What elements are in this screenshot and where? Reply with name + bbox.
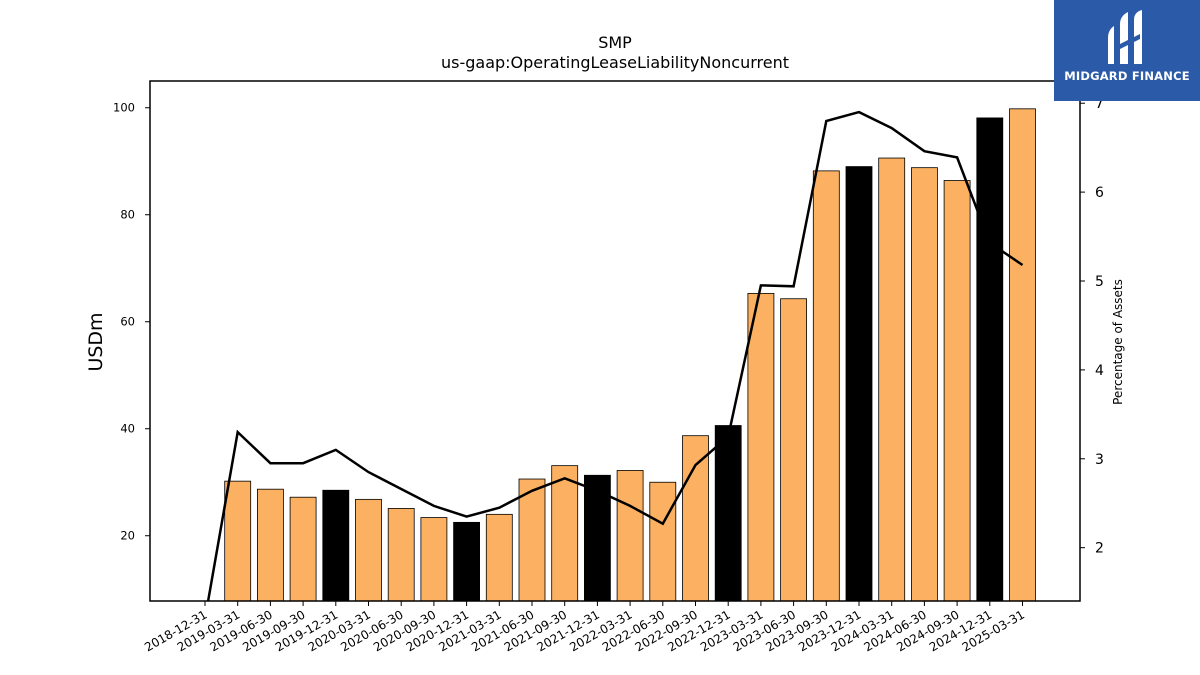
chart-title: SMP xyxy=(598,33,632,52)
y-tick-label: 20 xyxy=(120,529,135,543)
percentage-line xyxy=(206,110,1024,601)
bar-2021-12-31 xyxy=(584,474,611,602)
bar-2022-12-31 xyxy=(714,425,742,602)
bar-2019-03-31 xyxy=(224,480,252,602)
bar-2019-12-31 xyxy=(322,489,350,602)
brand-logo: MIDGARD FINANCE xyxy=(1054,0,1200,101)
y2-tick-label: 3 xyxy=(1095,452,1104,468)
bar-2025-03-31 xyxy=(1009,108,1036,602)
y2-tick-label: 6 xyxy=(1095,185,1104,201)
y2-axis-label: Percentage of Assets xyxy=(1111,279,1125,405)
bar-2022-03-31 xyxy=(616,470,644,602)
bar-2024-06-30 xyxy=(911,167,938,602)
y2-tick-label: 4 xyxy=(1095,363,1104,379)
bar-2019-06-30 xyxy=(256,488,284,602)
bar-2020-12-31 xyxy=(453,521,481,602)
bar-2020-03-31 xyxy=(355,498,382,602)
bar-2023-06-30 xyxy=(780,298,807,602)
line-series xyxy=(206,110,1024,601)
bar-2022-06-30 xyxy=(649,481,677,602)
brand-mark-icon xyxy=(1108,10,1142,64)
bar-2023-09-30 xyxy=(812,170,840,602)
bar-2023-12-31 xyxy=(845,166,873,602)
y-tick-label: 40 xyxy=(120,422,135,436)
brand-name: MIDGARD FINANCE xyxy=(1064,69,1190,83)
bar-2021-09-30 xyxy=(551,465,579,602)
y-tick-label: 80 xyxy=(120,208,135,222)
bar-series xyxy=(224,108,1036,602)
y2-tick-label: 7 xyxy=(1095,96,1104,112)
bar-2024-03-31 xyxy=(878,157,906,602)
y2-tick-label: 2 xyxy=(1095,541,1104,557)
bar-2023-03-31 xyxy=(747,292,775,602)
bar-2019-09-30 xyxy=(289,496,317,602)
plot-frame xyxy=(149,80,1081,602)
bar-2021-03-31 xyxy=(485,513,513,602)
bar-2022-09-30 xyxy=(682,435,709,602)
y-tick-label: 100 xyxy=(113,101,135,115)
bar-2020-06-30 xyxy=(387,508,415,602)
bar-2024-12-31 xyxy=(976,117,1004,602)
y-axis-label: USDm xyxy=(85,312,107,371)
bar-2024-09-30 xyxy=(943,180,971,602)
chart-subtitle: us-gaap:OperatingLeaseLiabilityNoncurren… xyxy=(441,53,789,72)
bar-2021-06-30 xyxy=(518,478,546,602)
bar-2020-09-30 xyxy=(420,517,448,602)
y2-tick-label: 5 xyxy=(1095,274,1104,290)
y-tick-label: 60 xyxy=(120,315,135,329)
